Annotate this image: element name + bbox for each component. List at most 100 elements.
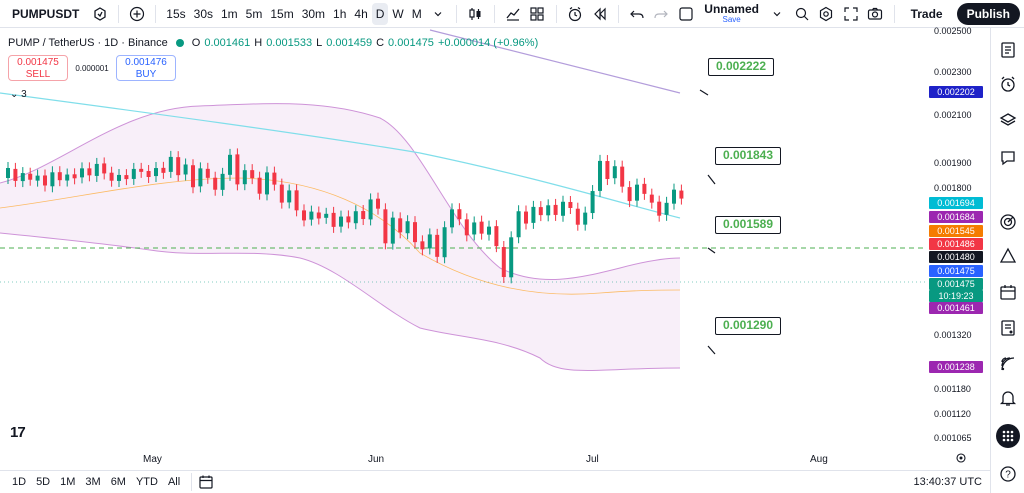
ideas-icon[interactable]: [996, 244, 1020, 268]
calendar-icon[interactable]: [996, 280, 1020, 304]
price-scale[interactable]: 0.002500 0.002300 0.002100 0.001900 0.00…: [926, 28, 988, 448]
alerts-clock-icon[interactable]: [996, 72, 1020, 96]
interval-d[interactable]: D: [372, 3, 389, 25]
redo-icon[interactable]: [649, 2, 674, 26]
chevron-down-icon[interactable]: [765, 2, 790, 26]
candle-body: [243, 170, 247, 184]
interval-1m[interactable]: 1m: [217, 3, 242, 25]
candle-body: [184, 164, 188, 174]
indicators-icon[interactable]: [501, 2, 526, 26]
apps-grid-icon[interactable]: [996, 424, 1020, 448]
candle-body: [635, 185, 639, 201]
indicator-count: 3: [21, 89, 27, 100]
interval-15s[interactable]: 15s: [162, 3, 189, 25]
top-toolbar: PUMPUSDT 15s 30s 1m 5m 15m 30m 1h 4h D W…: [0, 0, 1024, 28]
interval-m[interactable]: M: [408, 3, 426, 25]
price-label: 0.001684: [929, 211, 983, 223]
callout-pointer: [708, 346, 715, 354]
candle-body: [650, 195, 654, 203]
price-callout[interactable]: 0.001589: [715, 216, 781, 234]
alert-clock-icon[interactable]: [563, 2, 588, 26]
price-label: 0.002202: [929, 86, 983, 98]
watchlist-icon[interactable]: [996, 38, 1020, 62]
quick-search-icon[interactable]: [790, 2, 815, 26]
trade-button[interactable]: Trade: [901, 3, 953, 25]
interval-w[interactable]: W: [388, 3, 407, 25]
news-icon[interactable]: [996, 316, 1020, 340]
axis-settings-icon[interactable]: [955, 452, 967, 467]
callout-pointer: [700, 90, 708, 95]
templates-icon[interactable]: [525, 2, 550, 26]
range-all[interactable]: All: [163, 476, 185, 488]
range-3m[interactable]: 3M: [80, 476, 105, 488]
indicators-collapse[interactable]: ⌄ 3: [10, 89, 27, 100]
price-callout[interactable]: 0.002222: [708, 58, 774, 76]
save-label[interactable]: Save: [723, 16, 741, 24]
candles-icon[interactable]: [463, 2, 488, 26]
range-5d[interactable]: 5D: [31, 476, 55, 488]
price-tick: 0.001065: [934, 433, 972, 443]
time-axis[interactable]: May Jun Jul Aug: [0, 448, 926, 468]
fullscreen-icon[interactable]: [839, 2, 864, 26]
market-open-icon: [176, 39, 184, 47]
price-callout[interactable]: 0.001843: [715, 147, 781, 165]
candle-body: [250, 170, 254, 178]
target-icon[interactable]: [996, 210, 1020, 234]
candle-body: [605, 161, 609, 179]
layout-checkbox-icon[interactable]: [674, 2, 699, 26]
candle-body: [332, 213, 336, 227]
range-1m[interactable]: 1M: [55, 476, 80, 488]
layers-icon[interactable]: [996, 108, 1020, 132]
publish-button[interactable]: Publish: [957, 3, 1020, 25]
candle-body: [369, 199, 373, 219]
candle-body: [110, 173, 114, 181]
notification-bell-icon[interactable]: [996, 386, 1020, 410]
symbol-search[interactable]: PUMPUSDT: [4, 3, 87, 25]
candle-body: [191, 165, 195, 187]
layout-name[interactable]: Unnamed Save: [704, 3, 759, 24]
legend-title[interactable]: PUMP / TetherUS · 1D · Binance: [8, 37, 168, 49]
high-key: H: [254, 37, 262, 49]
buy-button[interactable]: 0.001476 BUY: [116, 55, 176, 81]
price-callout[interactable]: 0.001290: [715, 317, 781, 335]
settings-icon[interactable]: [814, 2, 839, 26]
clock[interactable]: 13:40:37 UTC: [914, 476, 982, 488]
interval-1h[interactable]: 1h: [329, 3, 350, 25]
candle-body: [517, 211, 521, 237]
camera-icon[interactable]: [863, 2, 888, 26]
replay-icon[interactable]: [587, 2, 612, 26]
candle-body: [80, 168, 84, 177]
range-6m[interactable]: 6M: [106, 476, 131, 488]
candle-body: [272, 173, 276, 185]
candle-body: [339, 217, 343, 227]
range-ytd[interactable]: YTD: [131, 476, 163, 488]
candle-body: [391, 218, 395, 244]
callout-pointer: [708, 175, 715, 184]
candle-body: [524, 212, 528, 224]
candle-body: [302, 210, 306, 220]
interval-30s[interactable]: 30s: [190, 3, 217, 25]
candle-body: [398, 218, 402, 232]
chat-icon[interactable]: [996, 146, 1020, 170]
chevron-down-icon[interactable]: [426, 2, 451, 26]
candle-body: [546, 205, 550, 215]
sell-button[interactable]: 0.001475 SELL: [8, 55, 68, 81]
undo-icon[interactable]: [625, 2, 650, 26]
candle-body: [235, 154, 239, 184]
add-symbol-icon[interactable]: [87, 2, 112, 26]
help-icon[interactable]: ?: [996, 462, 1020, 486]
candle-body: [265, 172, 269, 194]
signal-icon[interactable]: [996, 352, 1020, 376]
compare-plus-icon[interactable]: [125, 2, 150, 26]
candle-body: [169, 157, 173, 172]
goto-date-icon[interactable]: [198, 474, 214, 490]
interval-15m[interactable]: 15m: [266, 3, 297, 25]
bottom-bar: 1D 5D 1M 3M 6M YTD All 13:40:37 UTC: [0, 470, 990, 493]
interval-5m[interactable]: 5m: [242, 3, 267, 25]
price-chart[interactable]: [0, 28, 926, 448]
range-1d[interactable]: 1D: [7, 476, 31, 488]
interval-30m[interactable]: 30m: [298, 3, 329, 25]
interval-4h[interactable]: 4h: [350, 3, 371, 25]
candle-body: [258, 178, 262, 194]
tradingview-logo[interactable]: 17: [10, 424, 25, 441]
